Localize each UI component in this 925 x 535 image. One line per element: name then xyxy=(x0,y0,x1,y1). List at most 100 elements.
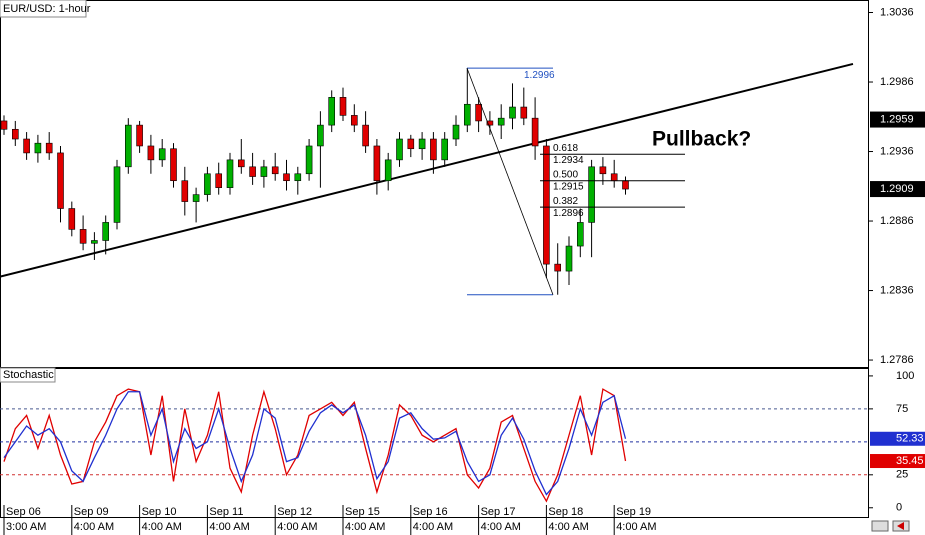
x-time-label: 4:00 AM xyxy=(413,521,453,533)
candle-body xyxy=(215,173,222,188)
price-marker xyxy=(870,111,925,128)
x-time-label: 4:00 AM xyxy=(616,521,656,533)
candle-body xyxy=(588,166,595,223)
value-box-label: 52.33 xyxy=(896,433,924,445)
fib-high-label: 1.2996 xyxy=(524,70,555,81)
x-date-label: Sep 10 xyxy=(142,506,177,518)
fib-ratio: 0.500 xyxy=(553,169,578,180)
candle-body xyxy=(271,166,279,175)
candle-body xyxy=(531,117,539,147)
value-box xyxy=(870,431,925,446)
candle-body xyxy=(452,124,460,140)
candle-body xyxy=(226,159,234,188)
trendline xyxy=(0,62,854,278)
annotation: Pullback? xyxy=(652,128,751,151)
candle-body xyxy=(509,106,516,119)
candle-body xyxy=(192,194,200,202)
candle-body xyxy=(34,142,42,154)
x-time-label: 3:00 AM xyxy=(6,521,46,533)
stochastic-panel xyxy=(0,368,869,518)
x-date-label: Sep 19 xyxy=(616,506,651,518)
x-time-label: 4:00 AM xyxy=(142,521,182,533)
candle-body xyxy=(260,166,268,177)
title-box xyxy=(0,0,87,18)
x-time-label: 4:00 AM xyxy=(345,521,385,533)
y-tick-label: 1.2886 xyxy=(880,215,914,227)
arrow-glyph xyxy=(897,522,904,530)
fib-price: 1.2915 xyxy=(553,181,584,192)
candle-body xyxy=(554,263,562,272)
candle-body xyxy=(430,138,437,161)
candle-body xyxy=(339,97,347,116)
candle-body xyxy=(147,145,155,161)
price-marker-label: 1.2909 xyxy=(880,183,914,195)
candle-body xyxy=(79,229,87,244)
stochastic-line xyxy=(3,391,627,496)
candle-body xyxy=(238,159,245,168)
y-tick-label: 1.2986 xyxy=(880,76,914,88)
fib-price: 1.2934 xyxy=(553,155,584,166)
value-box xyxy=(870,454,925,469)
candle-body xyxy=(350,115,358,126)
candle-body xyxy=(328,97,336,126)
x-time-label: 4:00 AM xyxy=(74,521,114,533)
candle-body xyxy=(68,208,76,230)
y-tick-label: 75 xyxy=(896,403,908,415)
fib-price: 1.2896 xyxy=(553,208,584,219)
fib-ratio: 0.618 xyxy=(553,143,578,154)
candle-body xyxy=(362,124,369,147)
candle-body xyxy=(441,138,449,161)
candle-body xyxy=(125,124,132,168)
price-marker xyxy=(870,181,925,198)
candle-body xyxy=(204,173,211,195)
candle-body xyxy=(305,145,313,175)
candle-body xyxy=(23,138,30,154)
x-time-label: 4:00 AM xyxy=(209,521,249,533)
value-box-label: 35.45 xyxy=(896,455,924,467)
candle-body xyxy=(181,180,189,202)
candle-body xyxy=(565,245,573,272)
x-time-label: 4:00 AM xyxy=(277,521,317,533)
x-date-label: Sep 06 xyxy=(6,506,41,518)
price-panel xyxy=(0,0,869,368)
chart-title: EUR/USD: 1-hour xyxy=(3,3,91,15)
x-time-label: 4:00 AM xyxy=(481,521,521,533)
candle-body xyxy=(170,148,177,182)
candle-body xyxy=(497,117,505,126)
candle-body xyxy=(384,159,392,182)
candle-body xyxy=(576,222,584,247)
y-tick-label: 1.3036 xyxy=(880,6,914,18)
x-date-label: Sep 15 xyxy=(345,506,380,518)
scroll-icon[interactable] xyxy=(871,520,889,532)
candle-body xyxy=(463,103,471,126)
x-date-label: Sep 18 xyxy=(548,506,583,518)
candle-body xyxy=(283,173,290,182)
fib-swing xyxy=(466,67,554,295)
candle-body xyxy=(610,173,618,182)
candle-body xyxy=(486,120,494,126)
candle-body xyxy=(45,142,53,154)
x-date-label: Sep 17 xyxy=(481,506,516,518)
x-date-label: Sep 12 xyxy=(277,506,312,518)
candle-body xyxy=(543,145,550,265)
y-tick-label: 100 xyxy=(896,370,914,382)
candle-body xyxy=(418,138,426,150)
candle-body xyxy=(91,240,98,244)
stochastic-title-box xyxy=(0,367,56,383)
fib-ratio: 0.382 xyxy=(553,196,578,207)
candle-body xyxy=(249,166,256,177)
y-tick-label: 25 xyxy=(896,469,908,481)
candle-body xyxy=(102,222,109,241)
candle-body xyxy=(12,128,19,140)
candle-body xyxy=(396,138,403,161)
candle-body xyxy=(113,166,121,223)
candle-body xyxy=(317,124,324,147)
candle-body xyxy=(407,138,415,150)
candle-body xyxy=(599,166,607,175)
x-time-label: 4:00 AM xyxy=(548,521,588,533)
candle-body xyxy=(136,124,143,147)
stochastic-line xyxy=(3,388,627,503)
stochastic-title: Stochastic xyxy=(3,369,54,381)
candle-body xyxy=(475,103,482,122)
